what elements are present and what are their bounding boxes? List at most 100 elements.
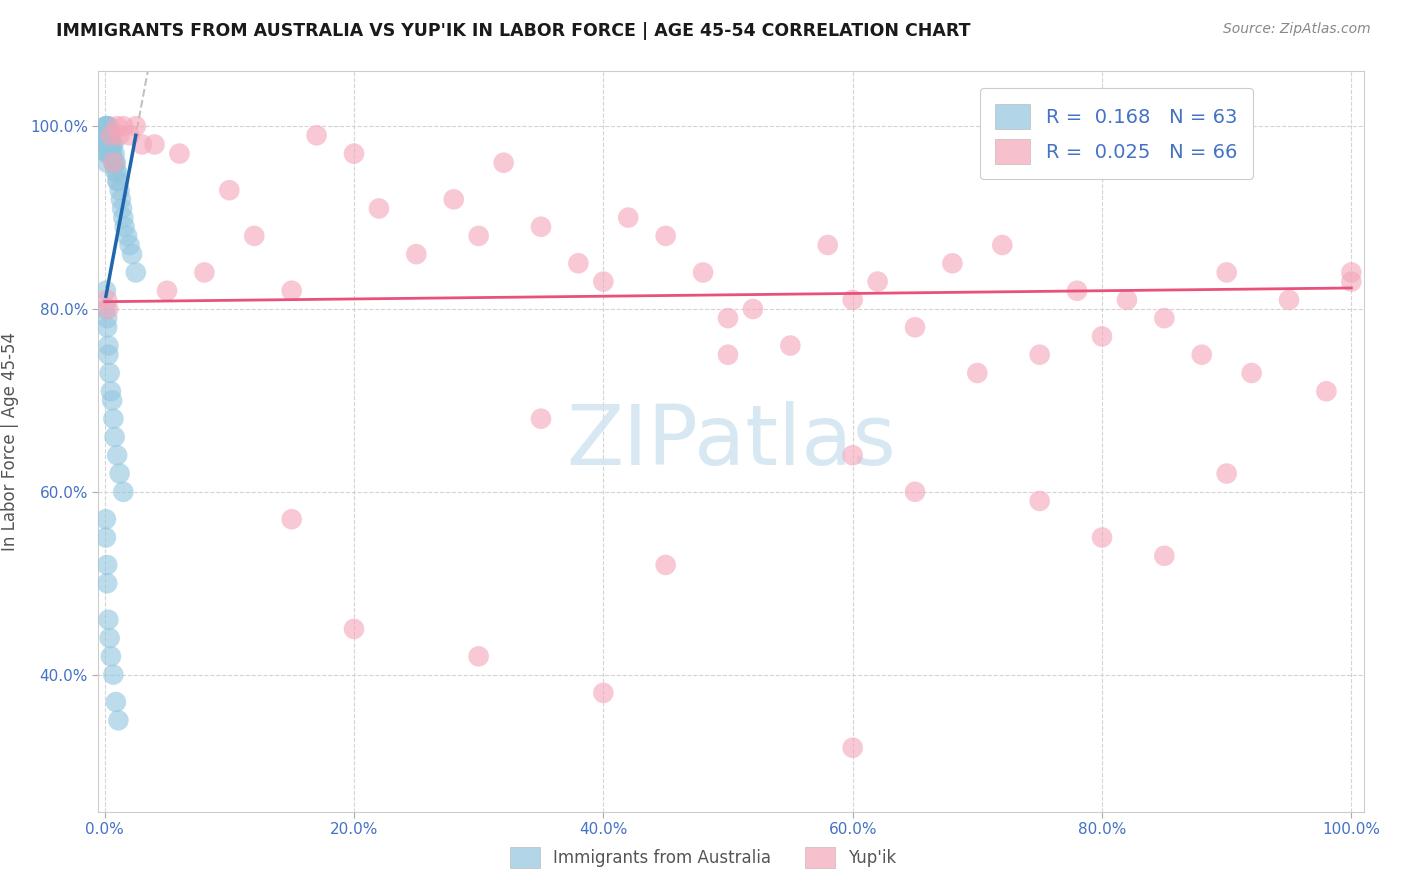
Point bbox=[103, 667, 125, 681]
Point bbox=[98, 366, 121, 380]
Point bbox=[817, 238, 839, 252]
Point bbox=[94, 284, 117, 298]
Point bbox=[103, 137, 125, 152]
Point bbox=[107, 174, 129, 188]
Point bbox=[96, 576, 118, 591]
Point bbox=[107, 714, 129, 728]
Point bbox=[100, 384, 122, 399]
Point bbox=[101, 137, 124, 152]
Point bbox=[96, 128, 118, 143]
Point bbox=[467, 228, 489, 243]
Point bbox=[98, 146, 121, 161]
Point bbox=[169, 146, 191, 161]
Point bbox=[118, 128, 141, 143]
Point bbox=[1066, 284, 1088, 298]
Point bbox=[94, 137, 117, 152]
Point bbox=[94, 301, 117, 316]
Point bbox=[1091, 531, 1114, 545]
Point bbox=[841, 740, 863, 755]
Point bbox=[100, 137, 122, 152]
Point bbox=[1153, 311, 1175, 326]
Point bbox=[98, 137, 121, 152]
Point bbox=[94, 531, 117, 545]
Point bbox=[443, 192, 465, 206]
Point bbox=[1191, 348, 1213, 362]
Legend: R =  0.168   N = 63, R =  0.025   N = 66: R = 0.168 N = 63, R = 0.025 N = 66 bbox=[980, 88, 1253, 179]
Point bbox=[592, 275, 614, 289]
Point bbox=[104, 165, 127, 179]
Point bbox=[125, 265, 148, 279]
Point bbox=[280, 284, 302, 298]
Point bbox=[112, 211, 135, 225]
Point bbox=[280, 512, 302, 526]
Point bbox=[96, 119, 118, 133]
Point bbox=[966, 366, 988, 380]
Point bbox=[98, 631, 121, 645]
Point bbox=[98, 128, 121, 143]
Point bbox=[96, 155, 118, 169]
Point bbox=[105, 165, 128, 179]
Point bbox=[104, 146, 127, 161]
Point bbox=[530, 219, 553, 234]
Point bbox=[97, 348, 120, 362]
Point bbox=[841, 448, 863, 462]
Text: Source: ZipAtlas.com: Source: ZipAtlas.com bbox=[1223, 22, 1371, 37]
Point bbox=[654, 228, 676, 243]
Point bbox=[97, 613, 120, 627]
Point bbox=[1340, 275, 1362, 289]
Point bbox=[131, 137, 153, 152]
Point bbox=[1091, 329, 1114, 343]
Point bbox=[904, 484, 927, 499]
Point bbox=[110, 192, 132, 206]
Point bbox=[112, 484, 135, 499]
Point bbox=[94, 119, 117, 133]
Point bbox=[904, 320, 927, 334]
Point bbox=[343, 146, 366, 161]
Point bbox=[104, 695, 127, 709]
Point bbox=[97, 128, 120, 143]
Point bbox=[104, 155, 127, 169]
Point bbox=[96, 293, 118, 307]
Point bbox=[841, 293, 863, 307]
Point bbox=[97, 137, 120, 152]
Point bbox=[94, 512, 117, 526]
Legend: Immigrants from Australia, Yup'ik: Immigrants from Australia, Yup'ik bbox=[502, 838, 904, 877]
Point bbox=[467, 649, 489, 664]
Point bbox=[1215, 467, 1237, 481]
Point bbox=[97, 301, 120, 316]
Point bbox=[105, 448, 128, 462]
Point bbox=[94, 119, 117, 133]
Point bbox=[305, 128, 328, 143]
Point bbox=[105, 119, 128, 133]
Point bbox=[218, 183, 240, 197]
Point bbox=[991, 238, 1014, 252]
Point bbox=[617, 211, 640, 225]
Point bbox=[114, 219, 136, 234]
Point bbox=[118, 238, 141, 252]
Point bbox=[941, 256, 963, 270]
Point bbox=[1215, 265, 1237, 279]
Point bbox=[100, 649, 122, 664]
Point bbox=[1240, 366, 1263, 380]
Point bbox=[108, 467, 131, 481]
Point bbox=[121, 247, 143, 261]
Point bbox=[103, 411, 125, 425]
Y-axis label: In Labor Force | Age 45-54: In Labor Force | Age 45-54 bbox=[1, 332, 18, 551]
Point bbox=[105, 174, 128, 188]
Point bbox=[779, 338, 801, 352]
Point bbox=[717, 348, 740, 362]
Point bbox=[1116, 293, 1139, 307]
Point bbox=[115, 228, 138, 243]
Point bbox=[108, 128, 131, 143]
Point bbox=[405, 247, 427, 261]
Text: IMMIGRANTS FROM AUSTRALIA VS YUP'IK IN LABOR FORCE | AGE 45-54 CORRELATION CHART: IMMIGRANTS FROM AUSTRALIA VS YUP'IK IN L… bbox=[56, 22, 970, 40]
Point bbox=[717, 311, 740, 326]
Point bbox=[1028, 494, 1050, 508]
Point bbox=[97, 338, 120, 352]
Point bbox=[104, 155, 127, 169]
Point bbox=[156, 284, 179, 298]
Point bbox=[1278, 293, 1301, 307]
Point bbox=[125, 119, 148, 133]
Point bbox=[654, 558, 676, 572]
Point bbox=[96, 558, 118, 572]
